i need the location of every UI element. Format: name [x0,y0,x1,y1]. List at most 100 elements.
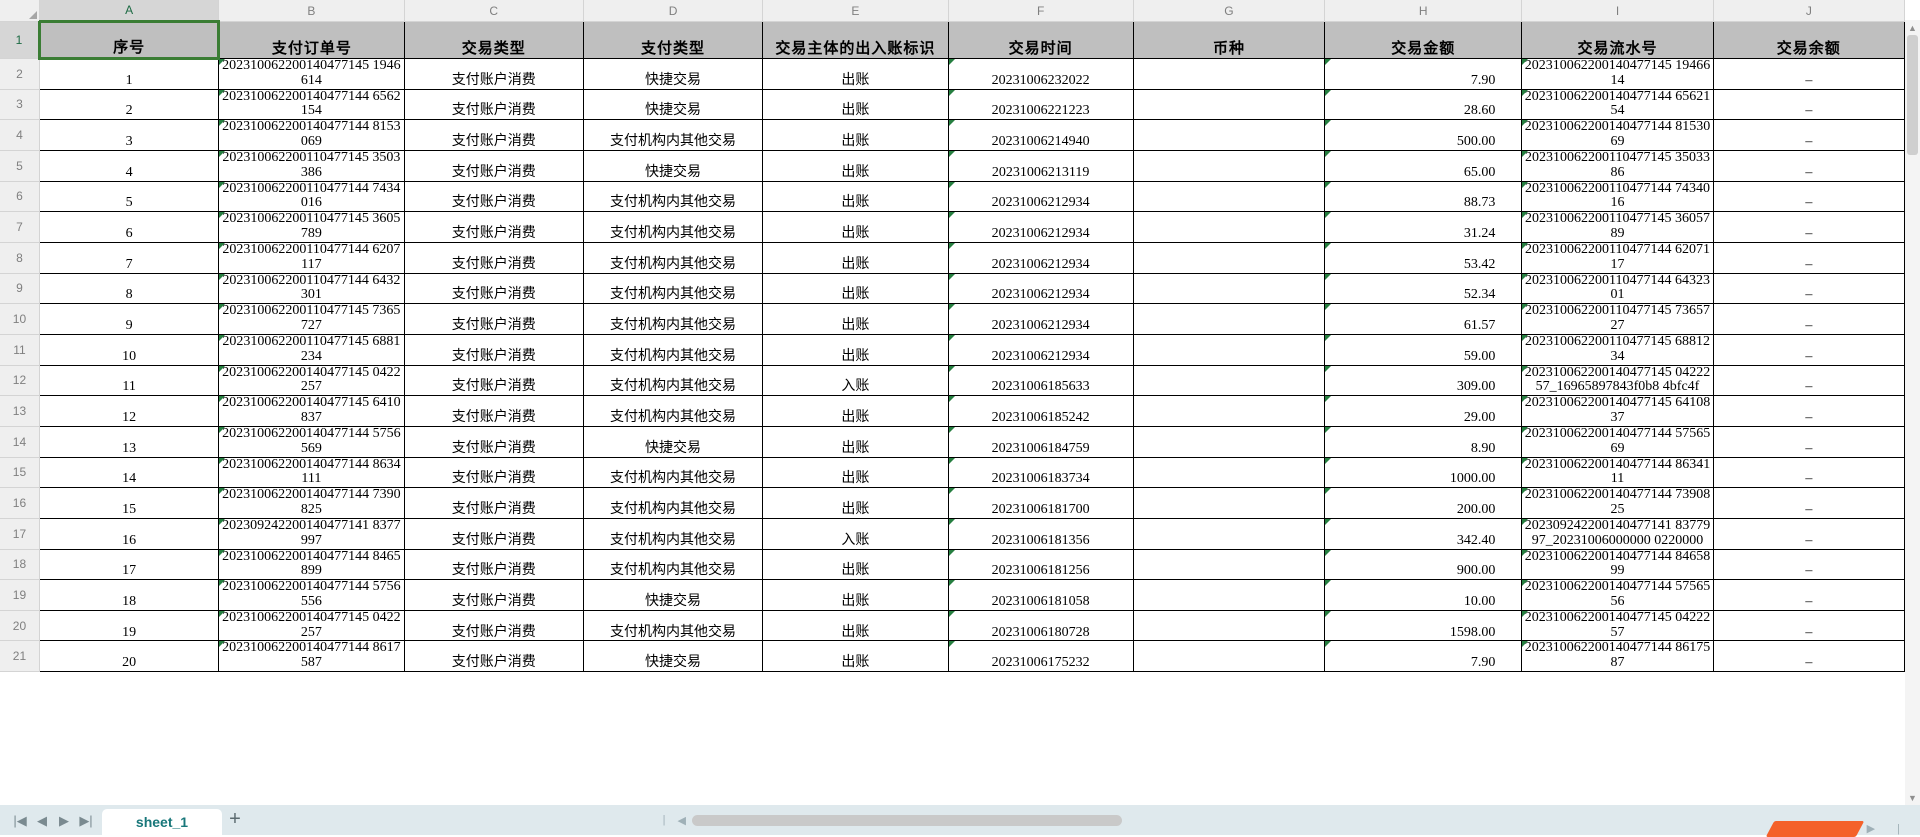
row-header-19[interactable]: 19 [0,579,40,611]
cell-E20[interactable]: 出账 [762,609,949,642]
cell-E10[interactable]: 出账 [762,303,949,335]
cell-A11[interactable]: 10 [38,333,220,366]
column-title-A[interactable]: 序号 [37,20,221,60]
cell-A2[interactable]: 1 [38,58,220,90]
cell-I15[interactable]: 202310062200140477144 8634111 [1521,456,1714,489]
cell-G21[interactable] [1132,640,1326,673]
cell-J20[interactable]: – [1712,609,1906,642]
cell-F19[interactable]: 20231006181058 [947,579,1134,611]
cell-A8[interactable]: 7 [38,241,220,274]
cell-C11[interactable]: 支付账户消费 [403,333,584,366]
cell-D8[interactable]: 支付机构内其他交易 [582,241,764,274]
cell-E13[interactable]: 出账 [762,395,949,427]
cell-A18[interactable]: 17 [38,548,220,581]
cell-E21[interactable]: 出账 [762,640,949,673]
cell-B3[interactable]: 202310062200140477144 6562154 [218,88,405,121]
cell-F14[interactable]: 20231006184759 [947,425,1134,458]
cell-D13[interactable]: 支付机构内其他交易 [582,395,764,427]
cell-D11[interactable]: 支付机构内其他交易 [582,333,764,366]
last-sheet-icon[interactable]: ▶| [79,813,93,828]
column-title-F[interactable]: 交易时间 [947,21,1134,59]
cell-C17[interactable]: 支付账户消费 [403,517,584,550]
cell-I21[interactable]: 202310062200140477144 8617587 [1521,640,1714,673]
cell-G8[interactable] [1132,241,1326,274]
cell-A21[interactable]: 20 [38,640,220,673]
cell-C20[interactable]: 支付账户消费 [403,609,584,642]
table-row[interactable]: 11 10 202310062200110477145 6881234 支付账户消费 支… [0,333,1906,366]
hscroll-right-arrow-icon[interactable]: ▶ [1866,823,1876,835]
select-all-icon[interactable] [0,0,40,22]
table-row[interactable]: 3 2 202310062200140477144 6562154 支付账户消费 快捷交… [0,88,1906,121]
cell-H15[interactable]: 1000.00 [1324,456,1523,489]
row-header-21[interactable]: 21 [0,640,40,673]
cell-G14[interactable] [1132,425,1326,458]
cell-C14[interactable]: 支付账户消费 [403,425,584,458]
cell-C8[interactable]: 支付账户消费 [403,241,584,274]
cell-C21[interactable]: 支付账户消费 [403,640,584,673]
table-row[interactable]: 15 14 202310062200140477144 8634111 支付账户消费 支… [0,456,1906,489]
cell-I17[interactable]: 202309242200140477141 8377997_2023100600… [1521,517,1714,550]
cell-H4[interactable]: 500.00 [1324,119,1523,151]
cell-E17[interactable]: 入账 [762,517,949,550]
hscroll-left-arrow-icon[interactable]: ◀ [677,814,686,827]
cell-C18[interactable]: 支付账户消费 [403,548,584,581]
cell-C2[interactable]: 支付账户消费 [403,58,584,90]
grid-container[interactable]: A B C D E F G H I J 1 序号 支付订单号 交易类型 支付类型 交易主体… [0,0,1920,805]
cell-I6[interactable]: 202310062200110477144 7434016 [1521,180,1714,213]
cell-G4[interactable] [1132,119,1326,151]
cell-F15[interactable]: 20231006183734 [947,456,1134,489]
row-header-3[interactable]: 3 [0,89,40,121]
cell-J4[interactable]: – [1712,119,1906,151]
row-header-12[interactable]: 12 [0,365,40,397]
cell-H5[interactable]: 65.00 [1324,149,1523,182]
scroll-down-icon[interactable]: ▼ [1908,792,1917,803]
cell-I2[interactable]: 202310062200140477145 1946614 [1521,58,1714,90]
cell-E5[interactable]: 出账 [762,149,949,182]
table-row[interactable]: 2 1 202310062200140477145 1946614 支付账户消费 快捷交… [0,58,1906,90]
cell-E18[interactable]: 出账 [762,548,949,581]
cell-G9[interactable] [1132,272,1326,305]
cell-B18[interactable]: 202310062200140477144 8465899 [218,548,405,581]
cell-G16[interactable] [1132,487,1326,519]
cell-F7[interactable]: 20231006212934 [947,211,1134,243]
column-header-J[interactable]: J [1713,0,1906,22]
cell-E2[interactable]: 出账 [762,58,949,90]
cell-F5[interactable]: 20231006213119 [947,149,1134,182]
column-title-C[interactable]: 交易类型 [403,21,584,59]
cell-J6[interactable]: – [1712,180,1906,213]
cell-D12[interactable]: 支付机构内其他交易 [582,364,764,397]
cell-J15[interactable]: – [1712,456,1906,489]
cell-I7[interactable]: 202310062200110477145 3605789 [1521,211,1714,243]
cell-G17[interactable] [1132,517,1326,550]
column-title-B[interactable]: 支付订单号 [218,21,405,59]
cell-E7[interactable]: 出账 [762,211,949,243]
cell-A3[interactable]: 2 [38,88,220,121]
row-header-7[interactable]: 7 [0,211,40,243]
row-header-1[interactable]: 1 [0,21,40,59]
cell-J2[interactable]: – [1712,58,1906,90]
row-header-14[interactable]: 14 [0,426,40,458]
cell-H17[interactable]: 342.40 [1324,517,1523,550]
cell-I11[interactable]: 202310062200110477145 6881234 [1521,333,1714,366]
cell-B9[interactable]: 202310062200110477144 6432301 [218,272,405,305]
column-header-F[interactable]: F [948,0,1134,22]
table-row[interactable]: 12 11 202310062200140477145 0422257 支付账户消费 支… [0,364,1906,397]
cell-G18[interactable] [1132,548,1326,581]
cell-H11[interactable]: 59.00 [1324,333,1523,366]
cell-B14[interactable]: 202310062200140477144 5756569 [218,425,405,458]
cell-A7[interactable]: 6 [38,211,220,243]
row-header-5[interactable]: 5 [0,150,40,182]
cell-H14[interactable]: 8.90 [1324,425,1523,458]
cell-C12[interactable]: 支付账户消费 [403,364,584,397]
cell-D16[interactable]: 支付机构内其他交易 [582,487,764,519]
cell-B11[interactable]: 202310062200110477145 6881234 [218,333,405,366]
table-row[interactable]: 9 8 202310062200110477144 6432301 支付账户消费 支付机… [0,272,1906,305]
cell-H21[interactable]: 7.90 [1324,640,1523,673]
cell-C4[interactable]: 支付账户消费 [403,119,584,151]
cell-C13[interactable]: 支付账户消费 [403,395,584,427]
cell-B2[interactable]: 202310062200140477145 1946614 [218,58,405,90]
cell-E11[interactable]: 出账 [762,333,949,366]
cell-F3[interactable]: 20231006221223 [947,88,1134,121]
cell-E19[interactable]: 出账 [762,579,949,611]
cell-A5[interactable]: 4 [38,149,220,182]
